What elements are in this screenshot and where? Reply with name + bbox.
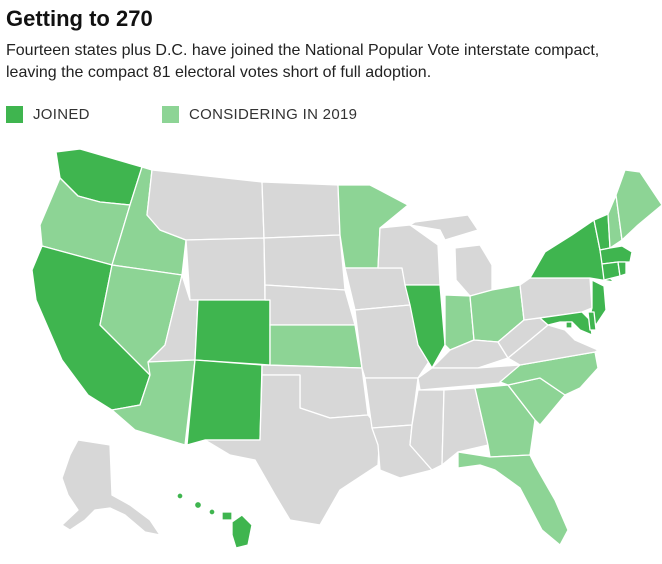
state-hawaii (176, 492, 253, 549)
legend-item-considering: CONSIDERING IN 2019 (162, 106, 357, 123)
state-michigan-lower (454, 244, 493, 297)
legend-swatch-joined (6, 106, 23, 123)
state-kansas (269, 324, 363, 369)
legend: JOINED CONSIDERING IN 2019 (6, 106, 656, 128)
legend-label-joined: JOINED (33, 106, 90, 123)
state-massachusetts (599, 245, 633, 265)
state-delaware (587, 311, 597, 331)
state-maine (615, 169, 662, 241)
state-new-mexico (186, 359, 263, 446)
state-north-dakota (261, 181, 341, 239)
state-michigan (409, 214, 479, 241)
chart-subtitle: Fourteen states plus D.C. have joined th… (6, 42, 600, 81)
state-maryland (539, 311, 593, 336)
state-rhode-island (617, 261, 627, 277)
state-alaska (61, 439, 161, 536)
state-south-dakota (263, 234, 346, 291)
state-texas (204, 374, 381, 526)
state-nebraska (264, 284, 356, 326)
state-arkansas (364, 377, 419, 429)
us-map (31, 148, 662, 549)
legend-swatch-considering (162, 106, 179, 123)
state-florida (457, 451, 569, 546)
state-wyoming (185, 237, 266, 301)
state-colorado (194, 299, 271, 366)
state-iowa (344, 267, 411, 311)
state-montana (146, 169, 265, 241)
legend-item-joined: JOINED (6, 106, 90, 123)
state-district-of-columbia (565, 321, 573, 329)
state-connecticut (601, 261, 621, 281)
legend-label-considering: CONSIDERING IN 2019 (189, 106, 358, 123)
state-alabama (441, 387, 489, 466)
chart-title: Getting to 270 (6, 6, 153, 31)
